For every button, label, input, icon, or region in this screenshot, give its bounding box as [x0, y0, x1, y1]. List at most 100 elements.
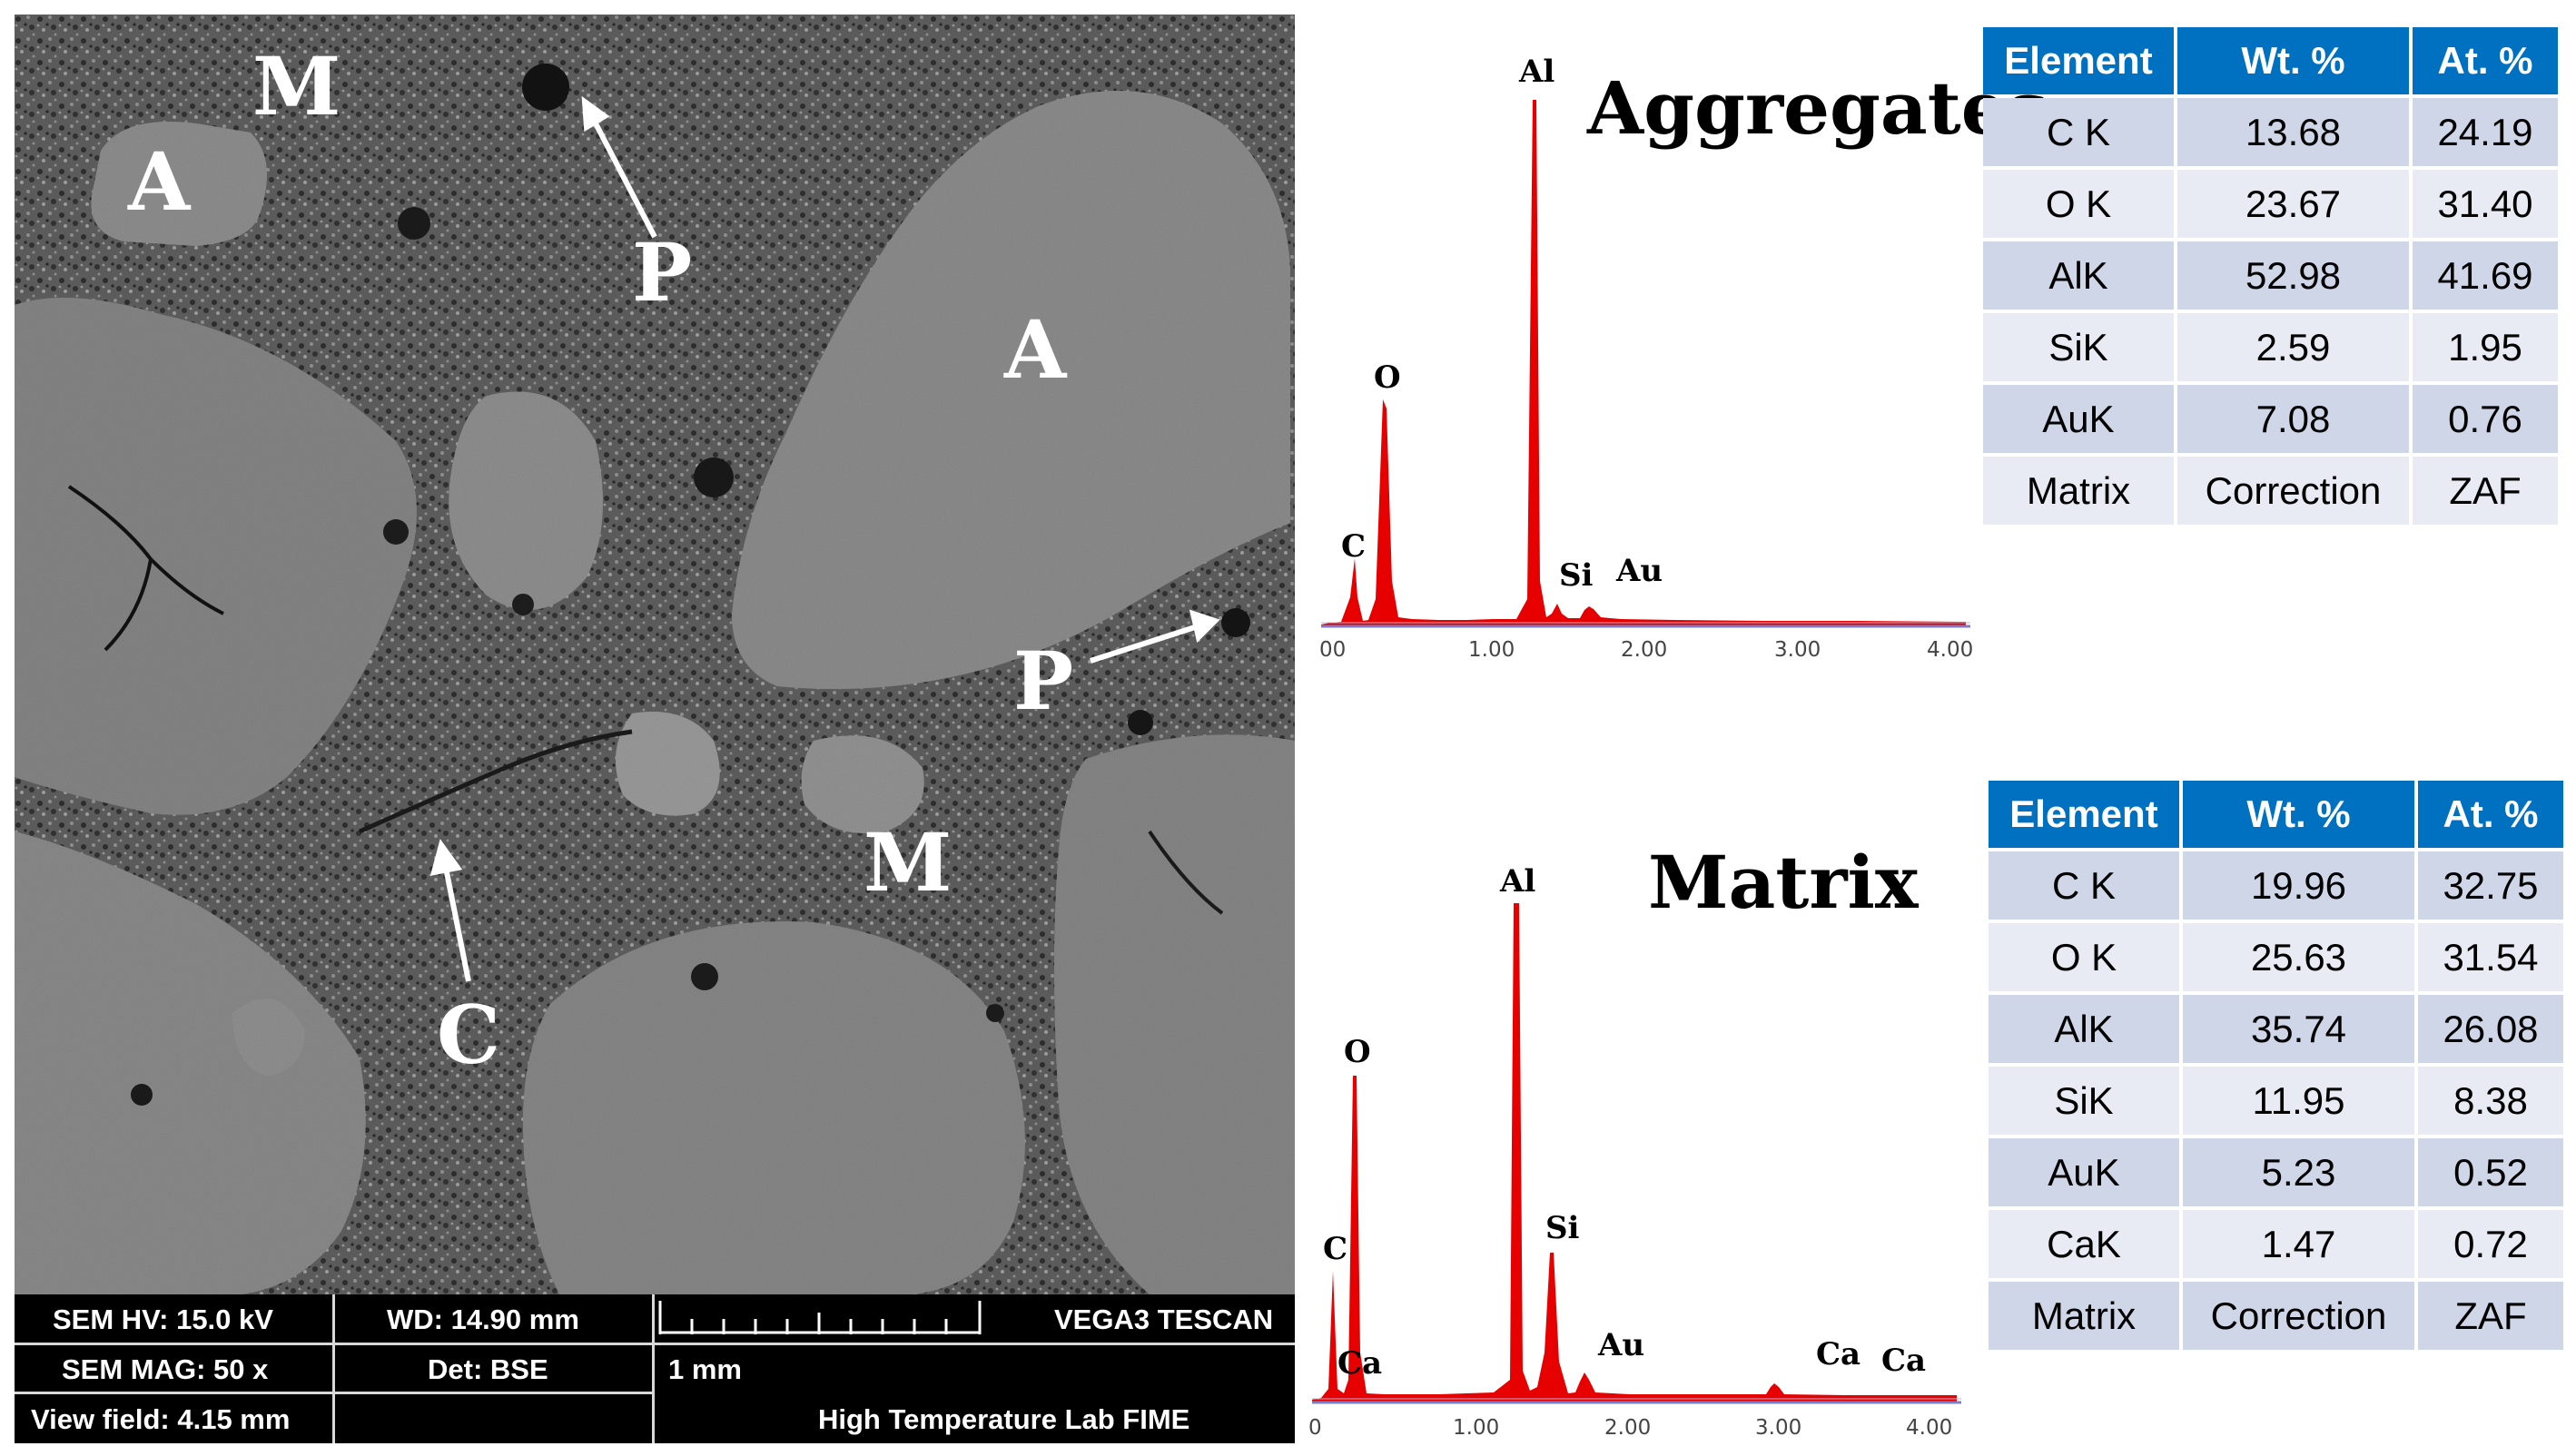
- table-cell: AuK: [1989, 1138, 2179, 1206]
- table-cell: C K: [1983, 98, 2174, 166]
- label-pore-top: P: [632, 225, 692, 320]
- svg-text:Si: Si: [1559, 557, 1594, 594]
- table-cell: 1.95: [2413, 313, 2558, 381]
- table-cell: 8.38: [2418, 1067, 2563, 1135]
- table-header-row: Element Wt. % At. %: [1983, 27, 2558, 94]
- svg-text:Ca: Ca: [1337, 1345, 1382, 1382]
- svg-text:00: 00: [1319, 638, 1346, 662]
- table-cell: C K: [1989, 851, 2179, 920]
- svg-text:4.00: 4.00: [1927, 638, 1973, 662]
- table-cell: 41.69: [2413, 241, 2558, 310]
- table-cell: 0.76: [2413, 385, 2558, 453]
- sem-hv: SEM HV: 15.0 kV: [53, 1304, 273, 1335]
- table-cell: 32.75: [2418, 851, 2563, 920]
- matrix-title: Matrix: [1648, 840, 1919, 925]
- header-at: At. %: [2418, 781, 2563, 848]
- svg-text:3.00: 3.00: [1755, 1416, 1801, 1440]
- svg-text:Au: Au: [1597, 1327, 1644, 1363]
- sem-mag: SEM MAG: 50 x: [62, 1353, 269, 1385]
- table-cell: Correction: [2183, 1282, 2414, 1350]
- matrix-ticks: 0 1.00 2.00 3.00 4.00: [1308, 1416, 1952, 1440]
- matrix-spectrum: 0 1.00 2.00 3.00 4.00 C Ca O Al Si Au Ca…: [1308, 863, 1961, 1440]
- table-cell: AuK: [1983, 385, 2174, 453]
- svg-text:C: C: [1341, 528, 1366, 565]
- svg-text:Al: Al: [1518, 54, 1554, 90]
- sem-lab: High Temperature Lab FIME: [818, 1403, 1190, 1435]
- svg-text:1.00: 1.00: [1468, 638, 1515, 662]
- table-cell: Correction: [2177, 457, 2409, 525]
- table-cell: 0.72: [2418, 1210, 2563, 1278]
- aggregates-ticks: 00 1.00 2.00 3.00 4.00: [1319, 638, 1973, 662]
- table-cell: 52.98: [2177, 241, 2409, 310]
- table-cell: 19.96: [2183, 851, 2414, 920]
- sem-brand: VEGA3 TESCAN: [1054, 1304, 1274, 1335]
- table-row: AuK 7.08 0.76: [1983, 385, 2558, 453]
- svg-text:1.00: 1.00: [1453, 1416, 1499, 1440]
- table-row: O K 25.63 31.54: [1989, 923, 2563, 991]
- sem-info-bar: SEM HV: 15.0 kV WD: 14.90 mm VEGA3 TESCA…: [15, 1294, 1295, 1443]
- table-cell: CaK: [1989, 1210, 2179, 1278]
- sem-scale-label: 1 mm: [668, 1353, 742, 1385]
- sem-wd: WD: 14.90 mm: [387, 1304, 579, 1335]
- aggregates-spectrum: 00 1.00 2.00 3.00 4.00 C O Al Si Au: [1319, 54, 1973, 662]
- table-cell: 13.68: [2177, 98, 2409, 166]
- table-cell: O K: [1983, 170, 2174, 238]
- sem-image: M A P A P M C: [15, 15, 1295, 1294]
- aggregates-peak-labels: C O Al Si Au: [1341, 54, 1663, 594]
- header-wt: Wt. %: [2177, 27, 2409, 94]
- table-cell: 24.19: [2413, 98, 2558, 166]
- table-cell: ZAF: [2418, 1282, 2563, 1350]
- svg-text:C: C: [1323, 1231, 1347, 1267]
- header-wt: Wt. %: [2183, 781, 2414, 848]
- table-row: CaK 1.47 0.72: [1989, 1210, 2563, 1278]
- table-cell: SiK: [1983, 313, 2174, 381]
- table-cell: 2.59: [2177, 313, 2409, 381]
- aggregates-title: Aggregates: [1587, 65, 2048, 151]
- svg-text:2.00: 2.00: [1621, 638, 1667, 662]
- svg-text:Si: Si: [1545, 1210, 1580, 1246]
- table-cell: Matrix: [1989, 1282, 2179, 1350]
- table-row: C K 13.68 24.19: [1983, 98, 2558, 166]
- sem-micrograph: M A P A P M C SEM HV: 15.0 kV WD: 14.90 …: [15, 15, 1295, 1443]
- scale-bar: [658, 1301, 982, 1334]
- aggregates-composition-table: Element Wt. % At. % C K 13.68 24.19 O K …: [1979, 24, 2561, 528]
- header-at: At. %: [2413, 27, 2558, 94]
- table-cell: 7.08: [2177, 385, 2409, 453]
- svg-text:2.00: 2.00: [1604, 1416, 1651, 1440]
- table-row: C K 19.96 32.75: [1989, 851, 2563, 920]
- table-cell: SiK: [1989, 1067, 2179, 1135]
- table-row: AlK 35.74 26.08: [1989, 995, 2563, 1063]
- label-aggregate-left: A: [127, 134, 192, 229]
- label-matrix-center: M: [864, 815, 952, 910]
- table-cell: 0.52: [2418, 1138, 2563, 1206]
- svg-text:4.00: 4.00: [1906, 1416, 1952, 1440]
- aggregates-spectrum-trace: [1321, 100, 1966, 626]
- table-cell: ZAF: [2413, 457, 2558, 525]
- table-cell: 31.54: [2418, 923, 2563, 991]
- table-cell: 23.67: [2177, 170, 2409, 238]
- table-row: AlK 52.98 41.69: [1983, 241, 2558, 310]
- table-row: SiK 11.95 8.38: [1989, 1067, 2563, 1135]
- svg-text:O: O: [1344, 1034, 1371, 1070]
- label-aggregate-right: A: [1003, 302, 1068, 397]
- table-cell: 31.40: [2413, 170, 2558, 238]
- table-header-row: Element Wt. % At. %: [1989, 781, 2563, 848]
- table-cell: 5.23: [2183, 1138, 2414, 1206]
- table-row: Matrix Correction ZAF: [1983, 457, 2558, 525]
- matrix-composition-table: Element Wt. % At. % C K 19.96 32.75 O K …: [1985, 777, 2567, 1353]
- table-cell: 11.95: [2183, 1067, 2414, 1135]
- label-crack-bottom: C: [437, 988, 500, 1082]
- table-cell: Matrix: [1983, 457, 2174, 525]
- svg-text:O: O: [1374, 359, 1401, 396]
- header-element: Element: [1989, 781, 2179, 848]
- header-element: Element: [1983, 27, 2174, 94]
- table-cell: 25.63: [2183, 923, 2414, 991]
- svg-text:3.00: 3.00: [1774, 638, 1821, 662]
- annotation-arrows: [429, 95, 1220, 982]
- table-row: SiK 2.59 1.95: [1983, 313, 2558, 381]
- svg-text:Ca: Ca: [1881, 1343, 1926, 1379]
- table-cell: 26.08: [2418, 995, 2563, 1063]
- table-cell: O K: [1989, 923, 2179, 991]
- svg-text:Al: Al: [1499, 863, 1535, 900]
- label-matrix-top: M: [252, 39, 341, 133]
